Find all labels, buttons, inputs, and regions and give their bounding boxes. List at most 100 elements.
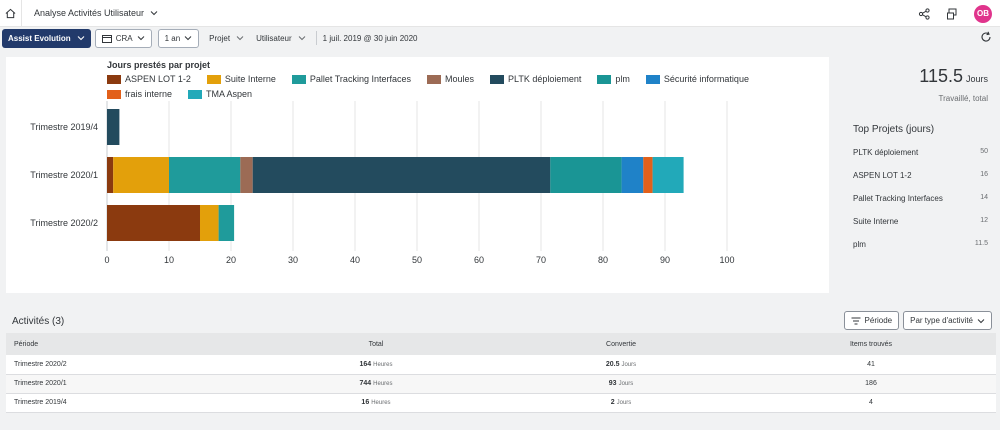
y-category-label: Trimestre 2019/4	[30, 122, 98, 132]
x-tick-label: 100	[719, 255, 734, 265]
legend-swatch	[206, 74, 221, 84]
bar-segment	[652, 157, 684, 193]
activities-title: Activités (3)	[12, 316, 65, 327]
activity-type-label: Par type d'activité	[910, 316, 973, 325]
legend-item[interactable]: ASPEN LOT 1-2	[107, 73, 191, 85]
total-value: 164	[359, 360, 372, 368]
top-project-value: 16	[980, 171, 988, 178]
top-project-value: 12	[980, 217, 988, 224]
filter-icon	[851, 317, 861, 324]
activity-type-select[interactable]: Par type d'activité	[903, 311, 992, 330]
x-tick-label: 90	[660, 255, 670, 265]
y-category-label: Trimestre 2020/1	[30, 170, 98, 180]
bar-segment	[107, 109, 120, 145]
cell-total: 16 Heures	[256, 393, 496, 413]
top-projects-title: Top Projets (jours)	[853, 124, 935, 135]
chart-title: Jours prestés par projet	[107, 60, 211, 70]
cell-items: 186	[746, 374, 996, 394]
share-icon[interactable]	[918, 7, 930, 20]
kpi-unit: Jours	[965, 74, 988, 84]
chevron-down-icon	[977, 318, 985, 323]
legend-label: PLTK déploiement	[508, 74, 582, 84]
bar-segment	[550, 157, 622, 193]
legend-item[interactable]: Pallet Tracking Interfaces	[291, 73, 411, 85]
bar-segment	[218, 205, 235, 241]
period-select[interactable]: 1 an	[157, 28, 200, 48]
period-label: 1 an	[164, 33, 181, 43]
x-tick-label: 70	[536, 255, 546, 265]
legend-item[interactable]: plm	[597, 73, 630, 85]
cra-icon	[101, 34, 112, 43]
table-row[interactable]: Trimestre 2020/1 744 Heures 93 Jours 186	[6, 374, 996, 394]
convertie-unit: Jours	[616, 400, 632, 406]
legend-item[interactable]: frais interne	[107, 88, 172, 100]
legend-swatch	[291, 74, 306, 84]
bar-segment	[643, 157, 653, 193]
x-tick-label: 40	[350, 255, 360, 265]
column-header-total[interactable]: Total	[256, 333, 496, 355]
convertie-unit: Jours	[618, 381, 634, 387]
column-header-items[interactable]: Items trouvés	[746, 333, 996, 355]
x-tick-label: 60	[474, 255, 484, 265]
projet-label: Projet	[209, 33, 231, 43]
table-row[interactable]: Trimestre 2019/4 16 Heures 2 Jours 4	[6, 393, 996, 413]
x-tick-label: 80	[598, 255, 608, 265]
cra-select[interactable]: CRA	[94, 28, 152, 48]
legend-item[interactable]: Suite Interne	[206, 73, 276, 85]
top-project-value: 50	[980, 148, 988, 155]
top-project-row: ASPEN LOT 1-2 16	[853, 171, 988, 194]
legend-label: Suite Interne	[224, 74, 276, 84]
top-project-name: PLTK déploiement	[853, 148, 919, 157]
legend-item[interactable]: Sécurité informatique	[645, 73, 749, 85]
table-row[interactable]: Trimestre 2020/2 164 Heures 20.5 Jours 41	[6, 355, 996, 375]
date-range: 1 juil. 2019 @ 30 juin 2020	[322, 33, 418, 43]
cell-total: 164 Heures	[256, 355, 496, 375]
convertie-unit: Jours	[621, 361, 637, 368]
assist-evolution-button[interactable]: Assist Evolution	[2, 28, 91, 48]
total-unit: Heures	[371, 400, 391, 406]
notifications-icon[interactable]	[946, 8, 958, 20]
top-project-row: Pallet Tracking Interfaces 14	[853, 194, 988, 217]
x-tick-label: 0	[104, 255, 109, 265]
legend-label: Moules	[444, 74, 474, 84]
kpi-value: 115.5	[919, 66, 963, 86]
top-project-value: 11.5	[974, 240, 988, 247]
cell-items: 4	[746, 393, 996, 413]
bar-segment	[107, 205, 200, 241]
legend-label: ASPEN LOT 1-2	[125, 74, 191, 84]
chevron-down-icon	[150, 11, 158, 16]
chevron-down-icon	[77, 36, 85, 41]
column-header-periode[interactable]: Période	[6, 333, 256, 355]
chevron-down-icon	[236, 36, 244, 41]
utilisateur-filter[interactable]: Utilisateur	[250, 29, 312, 48]
projet-filter[interactable]: Projet	[203, 29, 250, 48]
avatar[interactable]: OB	[974, 4, 992, 23]
legend-item[interactable]: PLTK déploiement	[490, 73, 581, 85]
legend-item[interactable]: TMA Aspen	[188, 88, 252, 100]
cell-convertie: 20.5 Jours	[496, 355, 746, 375]
assist-evolution-label: Assist Evolution	[8, 33, 71, 43]
top-project-name: Suite Interne	[853, 217, 899, 226]
top-project-name: plm	[853, 240, 866, 249]
top-project-value: 14	[980, 194, 988, 201]
home-icon	[5, 8, 16, 18]
convertie-value: 2	[610, 399, 615, 406]
periode-button[interactable]: Période	[843, 311, 900, 330]
table-header-row: Période Total Convertie Items trouvés	[6, 333, 996, 355]
refresh-icon[interactable]	[980, 31, 992, 43]
cell-total: 744 Heures	[256, 374, 496, 394]
total-value: 744	[359, 380, 372, 387]
activities-actions: Période Par type d'activité	[843, 311, 992, 330]
bar-segment	[169, 157, 241, 193]
legend-label: Pallet Tracking Interfaces	[309, 74, 411, 84]
bar-segment	[200, 205, 219, 241]
legend-item[interactable]: Moules	[426, 73, 474, 85]
activities-table: Période Total Convertie Items trouvés Tr…	[6, 333, 996, 413]
home-button[interactable]	[0, 0, 22, 27]
bar-segment	[113, 157, 169, 193]
column-header-convertie[interactable]: Convertie	[496, 333, 746, 355]
cell-periode: Trimestre 2020/2	[6, 355, 256, 375]
app-title-menu[interactable]: Analyse Activités Utilisateur	[34, 8, 158, 18]
total-unit: Heures	[373, 381, 393, 387]
bar-segment	[107, 157, 114, 193]
